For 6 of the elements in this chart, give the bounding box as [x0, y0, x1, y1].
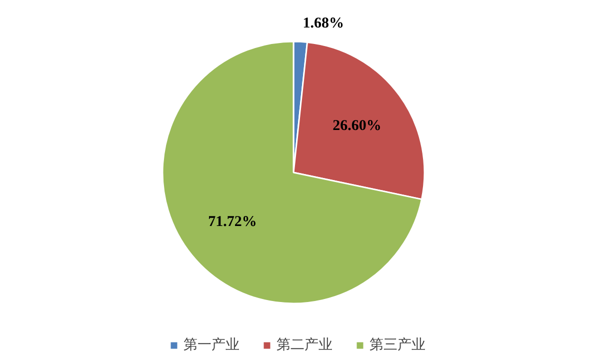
data-label: 71.72% — [208, 214, 257, 230]
legend-label: 第三产业 — [370, 336, 426, 354]
legend-label: 第一产业 — [184, 336, 240, 354]
legend-label: 第二产业 — [276, 336, 332, 354]
data-label: 26.60% — [332, 118, 382, 134]
data-label: 1.68% — [302, 15, 344, 32]
